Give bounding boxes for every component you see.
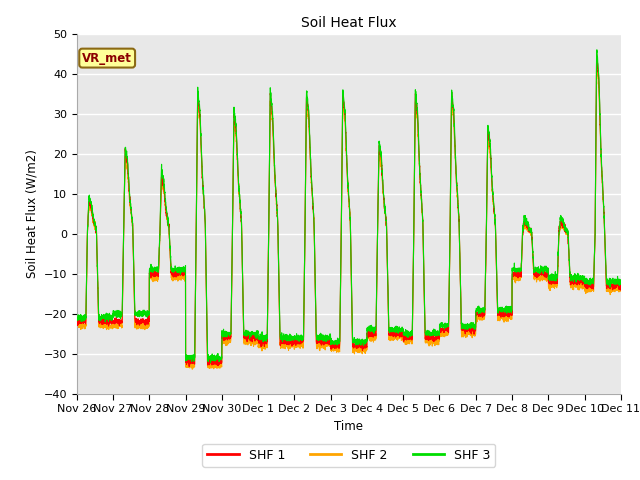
Line: SHF 1: SHF 1 bbox=[77, 55, 621, 367]
SHF 1 bbox=[73, 316, 81, 322]
SHF 2 bbox=[171, 273, 179, 279]
SHF 3 bbox=[617, 279, 625, 285]
SHF 2 bbox=[616, 285, 624, 291]
SHF 1 bbox=[186, 364, 193, 370]
SHF 1 bbox=[502, 311, 509, 317]
SHF 2 bbox=[73, 324, 81, 329]
Legend: SHF 1, SHF 2, SHF 3: SHF 1, SHF 2, SHF 3 bbox=[202, 444, 495, 467]
Line: SHF 2: SHF 2 bbox=[77, 60, 621, 369]
SHF 3 bbox=[502, 306, 509, 312]
SHF 1 bbox=[329, 342, 337, 348]
SHF 2 bbox=[188, 366, 196, 372]
SHF 3 bbox=[73, 312, 81, 318]
SHF 1 bbox=[617, 284, 625, 289]
SHF 3 bbox=[593, 47, 601, 53]
SHF 3 bbox=[441, 325, 449, 331]
SHF 3 bbox=[471, 321, 479, 327]
SHF 2 bbox=[502, 316, 509, 322]
SHF 3 bbox=[329, 339, 337, 345]
SHF 3 bbox=[171, 266, 179, 272]
SHF 1 bbox=[593, 52, 600, 58]
SHF 2 bbox=[593, 57, 600, 63]
SHF 2 bbox=[441, 330, 449, 336]
SHF 1 bbox=[171, 272, 179, 278]
Text: VR_met: VR_met bbox=[82, 51, 132, 65]
SHF 2 bbox=[617, 288, 625, 294]
SHF 2 bbox=[329, 347, 337, 352]
SHF 1 bbox=[471, 326, 479, 332]
Y-axis label: Soil Heat Flux (W/m2): Soil Heat Flux (W/m2) bbox=[25, 149, 38, 278]
SHF 3 bbox=[616, 278, 624, 284]
X-axis label: Time: Time bbox=[334, 420, 364, 432]
SHF 2 bbox=[471, 330, 479, 336]
Line: SHF 3: SHF 3 bbox=[77, 50, 621, 362]
SHF 1 bbox=[441, 329, 449, 335]
SHF 1 bbox=[616, 279, 624, 285]
Title: Soil Heat Flux: Soil Heat Flux bbox=[301, 16, 397, 30]
SHF 3 bbox=[207, 360, 214, 365]
